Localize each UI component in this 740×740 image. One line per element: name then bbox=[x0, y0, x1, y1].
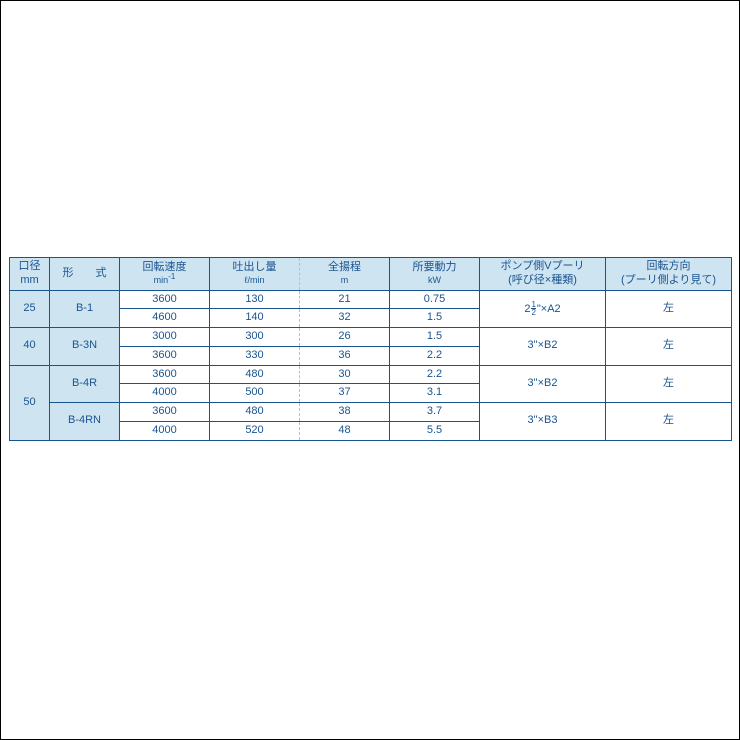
cell-speed: 4600 bbox=[120, 309, 210, 328]
col-header-power: 所要動力kW bbox=[390, 258, 480, 291]
col-header-rot: 回転方向 (プーリ側より見て) bbox=[606, 258, 732, 291]
cell-power: 1.5 bbox=[390, 328, 480, 347]
cell-speed: 3000 bbox=[120, 328, 210, 347]
cell-pulley: 3"×B2 bbox=[480, 365, 606, 403]
table-row: 50B-4R3600480302.23"×B2左 bbox=[10, 365, 732, 384]
cell-power: 5.5 bbox=[390, 421, 480, 440]
cell-rotation: 左 bbox=[606, 403, 732, 441]
spec-table: 口径 mm形 式回転速度min-1吐出し量ℓ/min全揚程m所要動力kWポンプ側… bbox=[9, 257, 732, 441]
page: 口径 mm形 式回転速度min-1吐出し量ℓ/min全揚程m所要動力kWポンプ側… bbox=[0, 0, 740, 740]
cell-model: B-4R bbox=[50, 365, 120, 403]
cell-pulley: 3"×B3 bbox=[480, 403, 606, 441]
cell-flow: 520 bbox=[210, 421, 300, 440]
col-header-model: 形 式 bbox=[50, 258, 120, 291]
col-header-pulley: ポンプ側Vプーリ (呼び径×種類) bbox=[480, 258, 606, 291]
cell-pulley: 212"×A2 bbox=[480, 290, 606, 328]
cell-flow: 480 bbox=[210, 365, 300, 384]
cell-power: 0.75 bbox=[390, 290, 480, 309]
cell-head: 38 bbox=[300, 403, 390, 422]
cell-head: 21 bbox=[300, 290, 390, 309]
cell-power: 3.1 bbox=[390, 384, 480, 403]
table-body: 25B-13600130210.75212"×A2左4600140321.540… bbox=[10, 290, 732, 440]
cell-rotation: 左 bbox=[606, 328, 732, 366]
cell-speed: 3600 bbox=[120, 365, 210, 384]
col-header-flow: 吐出し量ℓ/min bbox=[210, 258, 300, 291]
table-header: 口径 mm形 式回転速度min-1吐出し量ℓ/min全揚程m所要動力kWポンプ側… bbox=[10, 258, 732, 291]
cell-bore: 50 bbox=[10, 365, 50, 440]
cell-power: 1.5 bbox=[390, 309, 480, 328]
cell-head: 36 bbox=[300, 346, 390, 365]
cell-head: 37 bbox=[300, 384, 390, 403]
cell-flow: 500 bbox=[210, 384, 300, 403]
cell-flow: 140 bbox=[210, 309, 300, 328]
cell-bore: 25 bbox=[10, 290, 50, 328]
table-row: B-4RN3600480383.73"×B3左 bbox=[10, 403, 732, 422]
cell-pulley: 3"×B2 bbox=[480, 328, 606, 366]
cell-flow: 300 bbox=[210, 328, 300, 347]
cell-speed: 3600 bbox=[120, 403, 210, 422]
cell-power: 2.2 bbox=[390, 346, 480, 365]
cell-power: 2.2 bbox=[390, 365, 480, 384]
cell-model: B-3N bbox=[50, 328, 120, 366]
table-row: 40B-3N3000300261.53"×B2左 bbox=[10, 328, 732, 347]
cell-flow: 330 bbox=[210, 346, 300, 365]
cell-speed: 3600 bbox=[120, 346, 210, 365]
cell-model: B-4RN bbox=[50, 403, 120, 441]
cell-flow: 130 bbox=[210, 290, 300, 309]
cell-speed: 4000 bbox=[120, 421, 210, 440]
table-row: 25B-13600130210.75212"×A2左 bbox=[10, 290, 732, 309]
col-header-speed: 回転速度min-1 bbox=[120, 258, 210, 291]
cell-power: 3.7 bbox=[390, 403, 480, 422]
cell-head: 26 bbox=[300, 328, 390, 347]
cell-head: 30 bbox=[300, 365, 390, 384]
cell-head: 32 bbox=[300, 309, 390, 328]
cell-model: B-1 bbox=[50, 290, 120, 328]
col-header-head: 全揚程m bbox=[300, 258, 390, 291]
cell-speed: 3600 bbox=[120, 290, 210, 309]
cell-speed: 4000 bbox=[120, 384, 210, 403]
col-header-bore: 口径 mm bbox=[10, 258, 50, 291]
cell-bore: 40 bbox=[10, 328, 50, 366]
spec-table-wrap: 口径 mm形 式回転速度min-1吐出し量ℓ/min全揚程m所要動力kWポンプ側… bbox=[9, 257, 731, 441]
cell-head: 48 bbox=[300, 421, 390, 440]
cell-rotation: 左 bbox=[606, 290, 732, 328]
cell-rotation: 左 bbox=[606, 365, 732, 403]
cell-flow: 480 bbox=[210, 403, 300, 422]
